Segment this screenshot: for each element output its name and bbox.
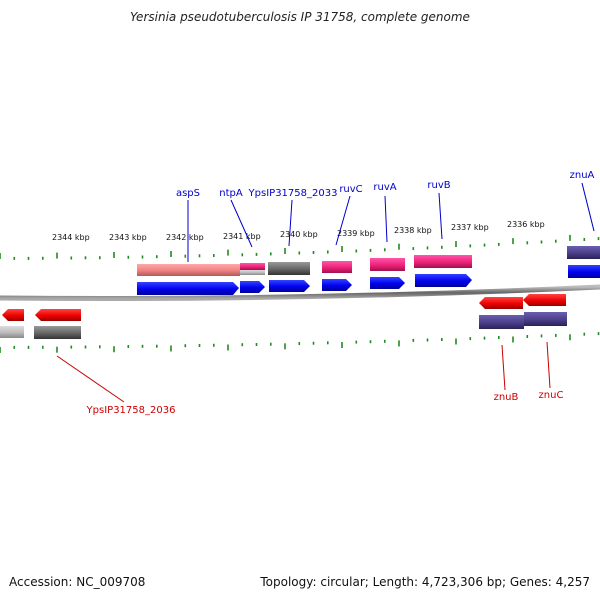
callout-line-znuC: [546, 341, 551, 389]
gene-arrow-ntpA[interactable]: [240, 281, 265, 293]
ruler-label: 2339 kbp: [337, 229, 375, 238]
feature-track-top-1: [137, 246, 600, 276]
cds-track-reverse: [2, 294, 566, 321]
accession-text: Accession: NC_009708: [9, 575, 146, 589]
gene-label-ruvC[interactable]: ruvC: [339, 184, 362, 195]
callout-line-ntpA: [230, 199, 253, 248]
callout-line-ruvA: [384, 195, 388, 243]
feature-block[interactable]: [322, 261, 352, 273]
ruler-label: 2338 kbp: [394, 226, 432, 235]
ruler-label: 2341 kbp: [223, 232, 261, 241]
callout-line-ruvB: [438, 192, 443, 240]
feature-block[interactable]: [567, 246, 600, 259]
gene-arrow-znuC[interactable]: [523, 294, 566, 306]
gene-label-znuB[interactable]: znuB: [494, 392, 519, 403]
gene-label-ruvB[interactable]: ruvB: [427, 180, 450, 191]
feature-block[interactable]: [268, 262, 310, 275]
ruler-label: 2343 kbp: [109, 233, 147, 242]
gene-arrow-ruvA[interactable]: [370, 277, 405, 289]
ruler-label: 2344 kbp: [52, 233, 90, 242]
feature-block[interactable]: [0, 326, 24, 338]
feature-block[interactable]: [240, 270, 265, 275]
gene-labels-top: aspS ntpA YpsIP31758_2033 ruvC ruvA ruvB…: [176, 170, 595, 199]
ruler-ticks-top: [0, 234, 600, 260]
gene-arrow-znuA[interactable]: [568, 265, 600, 278]
gene-label-YpsIP31758_2036[interactable]: YpsIP31758_2036: [86, 405, 176, 416]
gene-arrow-ruvB[interactable]: [415, 274, 472, 287]
feature-block[interactable]: [34, 326, 81, 339]
gene-arrow-aspS[interactable]: [137, 282, 239, 295]
callouts-bottom: [56, 341, 551, 403]
gene-arrow-YpsIP31758_2033[interactable]: [269, 280, 310, 292]
map-title: Yersinia pseudotuberculosis IP 31758, co…: [130, 10, 470, 24]
gene-label-ruvA[interactable]: ruvA: [373, 182, 396, 193]
ruler-label: 2337 kbp: [451, 223, 489, 232]
callouts-top: [187, 182, 595, 262]
feature-block[interactable]: [524, 312, 567, 326]
feature-block[interactable]: [240, 263, 265, 270]
gene-label-znuA[interactable]: znuA: [570, 170, 595, 181]
gene-label-ntpA[interactable]: ntpA: [219, 188, 243, 199]
feature-block[interactable]: [370, 258, 405, 271]
callout-line-YpsIP31758_2033: [288, 199, 293, 247]
ruler-ticks-bottom: [0, 332, 600, 353]
callout-line-YpsIP31758_2036: [56, 355, 125, 403]
gene-arrow-ruvC[interactable]: [322, 279, 352, 291]
gene-arrow-YpsIP31758_2036[interactable]: [35, 309, 81, 321]
gene-arrow-reverse[interactable]: [2, 309, 24, 321]
genome-backbone: [0, 284, 600, 302]
feature-block[interactable]: [414, 255, 472, 268]
callout-line-znuB: [501, 344, 506, 391]
gene-arrow-znuB[interactable]: [479, 297, 523, 309]
feature-track-bottom: [0, 312, 567, 339]
gene-labels-bottom: YpsIP31758_2036 znuB znuC: [86, 390, 564, 416]
ruler-label: 2342 kbp: [166, 233, 204, 242]
topology-text: Topology: circular; Length: 4,723,306 bp…: [260, 575, 590, 589]
feature-block[interactable]: [479, 315, 524, 329]
feature-block[interactable]: [137, 264, 240, 276]
ruler-labels: 2344 kbp 2343 kbp 2342 kbp 2341 kbp 2340…: [52, 220, 545, 242]
ruler-label: 2336 kbp: [507, 220, 545, 229]
gene-label-znuC[interactable]: znuC: [539, 390, 564, 401]
callout-line-ruvC: [335, 195, 351, 246]
ruler-label: 2340 kbp: [280, 230, 318, 239]
gene-label-YpsIP31758_2033[interactable]: YpsIP31758_2033: [248, 188, 338, 199]
cds-track-forward: [137, 265, 600, 295]
callout-line-znuA: [581, 182, 595, 232]
gene-label-aspS[interactable]: aspS: [176, 188, 200, 199]
